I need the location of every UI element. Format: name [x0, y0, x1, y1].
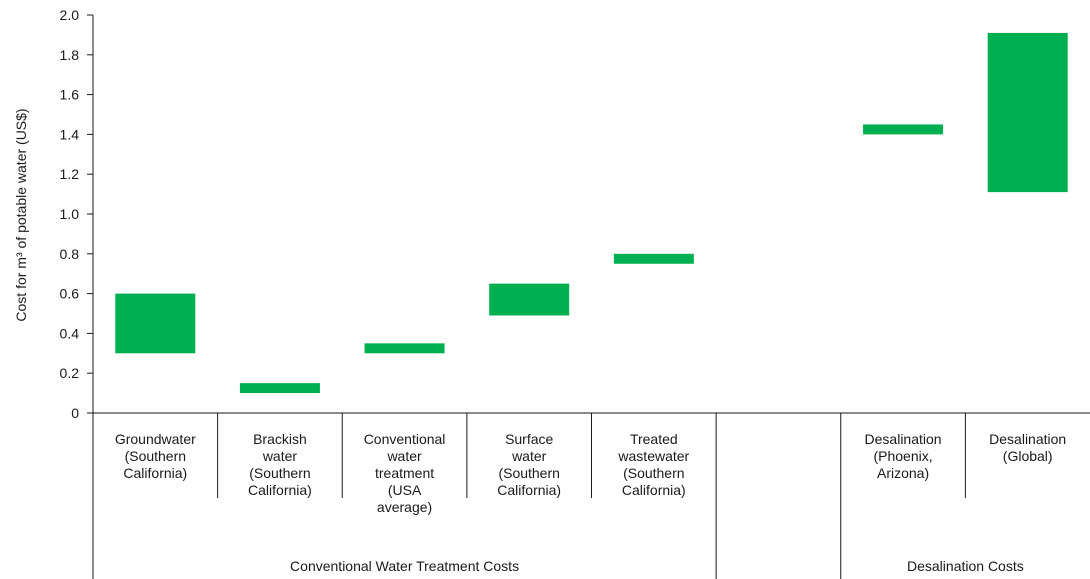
range-bar — [115, 293, 196, 354]
category-label: wastewater — [617, 448, 689, 464]
y-tick-label: 1.0 — [60, 206, 80, 222]
range-bar — [613, 253, 694, 264]
category-label: (Global) — [1003, 448, 1053, 464]
category-label: water — [262, 448, 298, 464]
category-label: (Southern — [125, 448, 186, 464]
range-bar — [987, 32, 1068, 193]
category-label: (Southern — [498, 465, 559, 481]
category-label: Groundwater — [115, 431, 196, 447]
range-bar — [489, 283, 570, 316]
y-tick-label: 0.6 — [60, 286, 80, 302]
y-tick-label: 0.2 — [60, 365, 80, 381]
range-bar — [364, 343, 445, 354]
bars — [115, 32, 1068, 394]
y-tick-label: 1.2 — [60, 166, 80, 182]
y-tick-label: 1.4 — [60, 126, 80, 142]
category-label: California) — [123, 465, 187, 481]
category-label: (Southern — [623, 465, 684, 481]
category-label: Desalination — [989, 431, 1066, 447]
category-label: (USA — [388, 482, 422, 498]
category-label: California) — [622, 482, 686, 498]
category-label: Treated — [630, 431, 678, 447]
range-bar — [239, 383, 320, 394]
y-tick-label: 1.6 — [60, 87, 80, 103]
category-label: water — [386, 448, 422, 464]
y-tick-label: 0 — [71, 405, 79, 421]
x-labels: Groundwater(SouthernCalifornia)Brackishw… — [115, 431, 1066, 515]
category-label: California) — [248, 482, 312, 498]
category-label: average) — [377, 499, 432, 515]
y-tick-label: 0.4 — [60, 325, 80, 341]
group-label: Desalination Costs — [907, 558, 1024, 574]
category-label: water — [511, 448, 547, 464]
y-ticks: 0 0.2 0.4 0.6 0.8 1.0 1.2 1.4 1.6 1.8 2.0 — [60, 7, 93, 421]
category-label: California) — [497, 482, 561, 498]
group-label: Conventional Water Treatment Costs — [290, 558, 519, 574]
axes — [92, 15, 1090, 579]
y-tick-label: 0.8 — [60, 246, 80, 262]
y-tick-label: 1.8 — [60, 47, 80, 63]
category-label: Brackish — [253, 431, 307, 447]
category-label: Desalination — [865, 431, 942, 447]
range-bar — [863, 124, 944, 135]
category-label: Conventional — [364, 431, 446, 447]
category-label: Arizona) — [877, 465, 929, 481]
y-axis-label: Cost for m³ of potable water (US$) — [13, 108, 29, 321]
category-label: Surface — [505, 431, 553, 447]
category-label: (Phoenix, — [873, 448, 932, 464]
y-tick-label: 2.0 — [60, 7, 80, 23]
group-labels: Conventional Water Treatment Costs Desali… — [290, 558, 1024, 574]
category-label: (Southern — [249, 465, 310, 481]
category-label: treatment — [375, 465, 434, 481]
